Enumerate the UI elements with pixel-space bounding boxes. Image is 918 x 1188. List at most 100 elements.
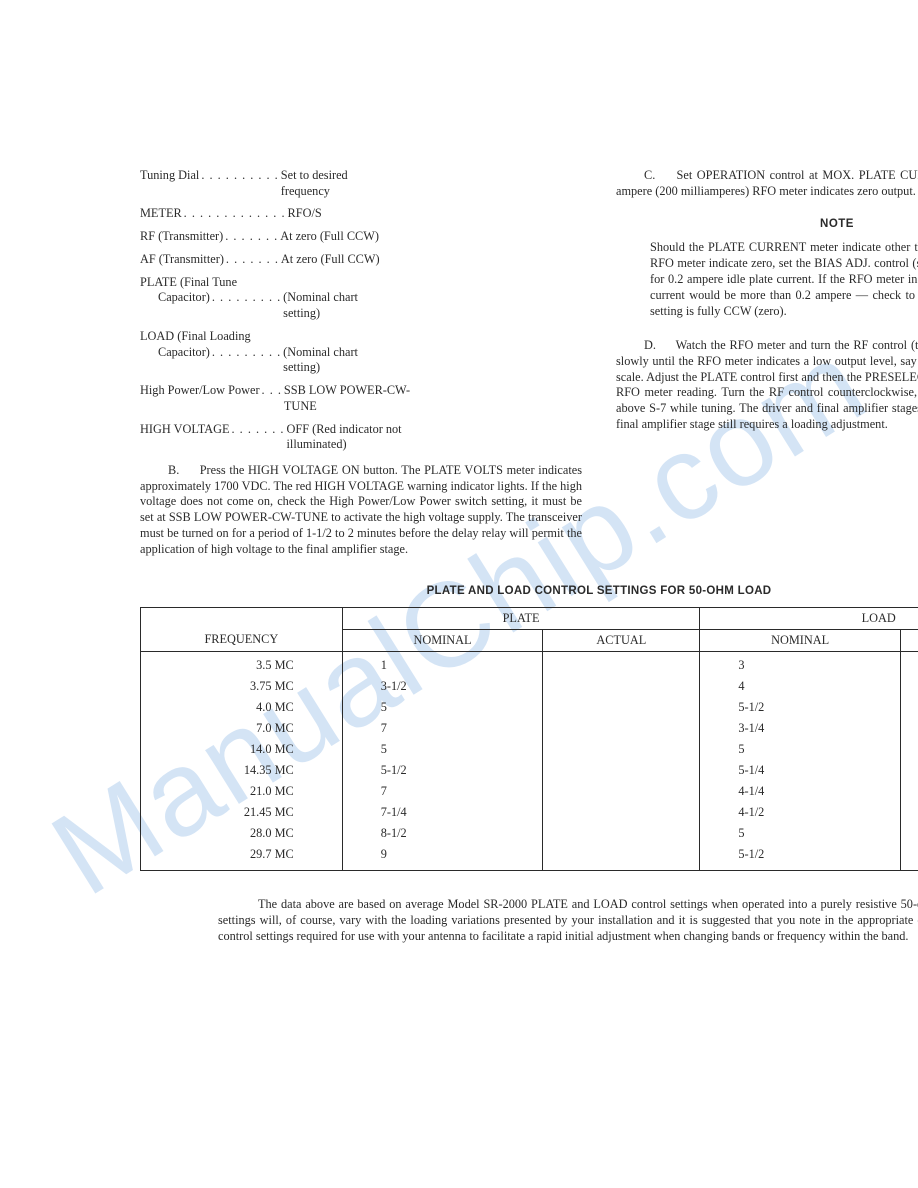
cell-plate-actual — [543, 652, 700, 677]
table-row: 29.7 MC9 5-1/2 — [141, 844, 918, 871]
table-row: 21.0 MC74-1/4 — [141, 781, 918, 802]
def-row: Tuning Dial . . . . . . . . . . Set to d… — [140, 168, 582, 199]
table-row: 28.0 MC8-1/2 5 — [141, 823, 918, 844]
para-text: Press the HIGH VOLTAGE ON button. The PL… — [140, 463, 582, 556]
table-row: 21.45 MC7-1/44-1/2 — [141, 802, 918, 823]
th-actual: ACTUAL — [900, 630, 918, 652]
def-value: RFO/S — [288, 206, 322, 222]
para-lead: D. — [616, 338, 672, 354]
cell-plate-actual — [543, 844, 700, 871]
def-label: RF (Transmitter) — [140, 229, 223, 245]
def-value: Set to desired frequency — [281, 168, 391, 199]
cell-load-nominal: 5 — [700, 823, 901, 844]
cell-plate-actual — [543, 718, 700, 739]
def-value: OFF (Red indicator not illuminated) — [287, 422, 417, 453]
cell-plate-actual — [543, 676, 700, 697]
def-label: LOAD (Final Loading — [140, 329, 582, 345]
cell-load-actual — [900, 844, 918, 871]
cell-frequency: 29.7 MC — [141, 844, 343, 871]
cell-frequency: 7.0 MC — [141, 718, 343, 739]
paragraph-c: C. Set OPERATION control at MOX. PLATE C… — [616, 168, 918, 199]
table-title: PLATE AND LOAD CONTROL SETTINGS FOR 50-O… — [140, 585, 918, 597]
def-label: AF (Transmitter) — [140, 252, 224, 268]
cell-frequency: 4.0 MC — [141, 697, 343, 718]
def-value: (Nominal chart setting) — [283, 290, 393, 321]
table-row: 7.0 MC7 3-1/4 — [141, 718, 918, 739]
def-label: METER — [140, 206, 182, 222]
cell-load-actual — [900, 802, 918, 823]
note-body: Should the PLATE CURRENT meter indicate … — [650, 240, 918, 320]
def-value: At zero (Full CCW) — [281, 252, 380, 268]
def-value: At zero (Full CCW) — [280, 229, 379, 245]
def-row: AF (Transmitter) . . . . . . . At zero (… — [140, 252, 582, 268]
def-row: HIGH VOLTAGE . . . . . . . OFF (Red indi… — [140, 422, 582, 453]
th-load: LOAD — [700, 608, 918, 630]
def-row: PLATE (Final Tune Capacitor) . . . . . .… — [140, 275, 582, 322]
two-column-layout: Tuning Dial . . . . . . . . . . Set to d… — [140, 168, 918, 557]
def-value: (Nominal chart setting) — [283, 345, 393, 376]
def-sublabel: Capacitor) — [158, 345, 210, 376]
settings-table: FREQUENCY PLATE LOAD NOMINAL ACTUAL NOMI… — [140, 607, 918, 871]
cell-load-nominal: 3-1/4 — [700, 718, 901, 739]
cell-load-actual — [900, 760, 918, 781]
def-dots: . . . . . . . . . . . . . — [182, 206, 288, 222]
cell-frequency: 28.0 MC — [141, 823, 343, 844]
cell-load-nominal: 4 — [700, 676, 901, 697]
def-row: RF (Transmitter) . . . . . . . At zero (… — [140, 229, 582, 245]
table-footnote: The data above are based on average Mode… — [218, 897, 918, 945]
def-label: Tuning Dial — [140, 168, 199, 199]
para-lead: B. — [140, 463, 196, 479]
def-dots: . . . . . . . . . — [210, 345, 283, 376]
page-content: Tuning Dial . . . . . . . . . . Set to d… — [140, 168, 918, 945]
def-dots: . . . — [260, 383, 284, 414]
table-row: 14.0 MC55 — [141, 739, 918, 760]
cell-frequency: 14.0 MC — [141, 739, 343, 760]
cell-load-actual — [900, 781, 918, 802]
def-row: METER . . . . . . . . . . . . . RFO/S — [140, 206, 582, 222]
para-lead: C. — [616, 168, 672, 184]
def-label: PLATE (Final Tune — [140, 275, 582, 291]
cell-plate-nominal: 9 — [342, 844, 543, 871]
cell-load-nominal: 5-1/2 — [700, 844, 901, 871]
cell-plate-nominal: 1 — [342, 652, 543, 677]
cell-plate-nominal: 8-1/2 — [342, 823, 543, 844]
def-dots: . . . . . . . — [230, 422, 287, 453]
def-dots: . . . . . . . . . . — [199, 168, 280, 199]
th-plate: PLATE — [342, 608, 700, 630]
cell-plate-nominal: 7 — [342, 781, 543, 802]
left-column: Tuning Dial . . . . . . . . . . Set to d… — [140, 168, 582, 557]
table-body: 3.5 MC133.75 MC3-1/244.0 MC55-1/27.0 MC7… — [141, 652, 918, 871]
cell-load-actual — [900, 739, 918, 760]
def-label: HIGH VOLTAGE — [140, 422, 230, 453]
note-heading: NOTE — [616, 217, 918, 232]
table-header-row: FREQUENCY PLATE LOAD — [141, 608, 918, 630]
def-dots: . . . . . . . — [223, 229, 280, 245]
th-nominal: NOMINAL — [342, 630, 543, 652]
cell-frequency: 14.35 MC — [141, 760, 343, 781]
cell-load-nominal: 5 — [700, 739, 901, 760]
table-row: 3.75 MC3-1/2 4 — [141, 676, 918, 697]
cell-plate-actual — [543, 781, 700, 802]
cell-load-nominal: 5-1/4 — [700, 760, 901, 781]
def-sublabel: Capacitor) — [158, 290, 210, 321]
cell-plate-nominal: 5-1/2 — [342, 760, 543, 781]
th-frequency: FREQUENCY — [141, 608, 343, 652]
cell-load-actual — [900, 718, 918, 739]
cell-frequency: 3.75 MC — [141, 676, 343, 697]
cell-load-nominal: 4-1/2 — [700, 802, 901, 823]
table-row: 4.0 MC55-1/2 — [141, 697, 918, 718]
cell-load-actual — [900, 676, 918, 697]
cell-frequency: 21.45 MC — [141, 802, 343, 823]
cell-frequency: 3.5 MC — [141, 652, 343, 677]
cell-plate-nominal: 7 — [342, 718, 543, 739]
table-row: 14.35 MC5-1/2 5-1/4 — [141, 760, 918, 781]
cell-plate-actual — [543, 697, 700, 718]
cell-plate-nominal: 3-1/2 — [342, 676, 543, 697]
manual-page: ManualChip.com Tuning Dial . . . . . . .… — [0, 0, 918, 1188]
def-row: High Power/Low Power . . . SSB LOW POWER… — [140, 383, 582, 414]
cell-load-nominal: 4-1/4 — [700, 781, 901, 802]
paragraph-d: D. Watch the RFO meter and turn the RF c… — [616, 338, 918, 432]
cell-plate-nominal: 5 — [342, 739, 543, 760]
paragraph-b: B. Press the HIGH VOLTAGE ON button. The… — [140, 463, 582, 557]
th-actual: ACTUAL — [543, 630, 700, 652]
